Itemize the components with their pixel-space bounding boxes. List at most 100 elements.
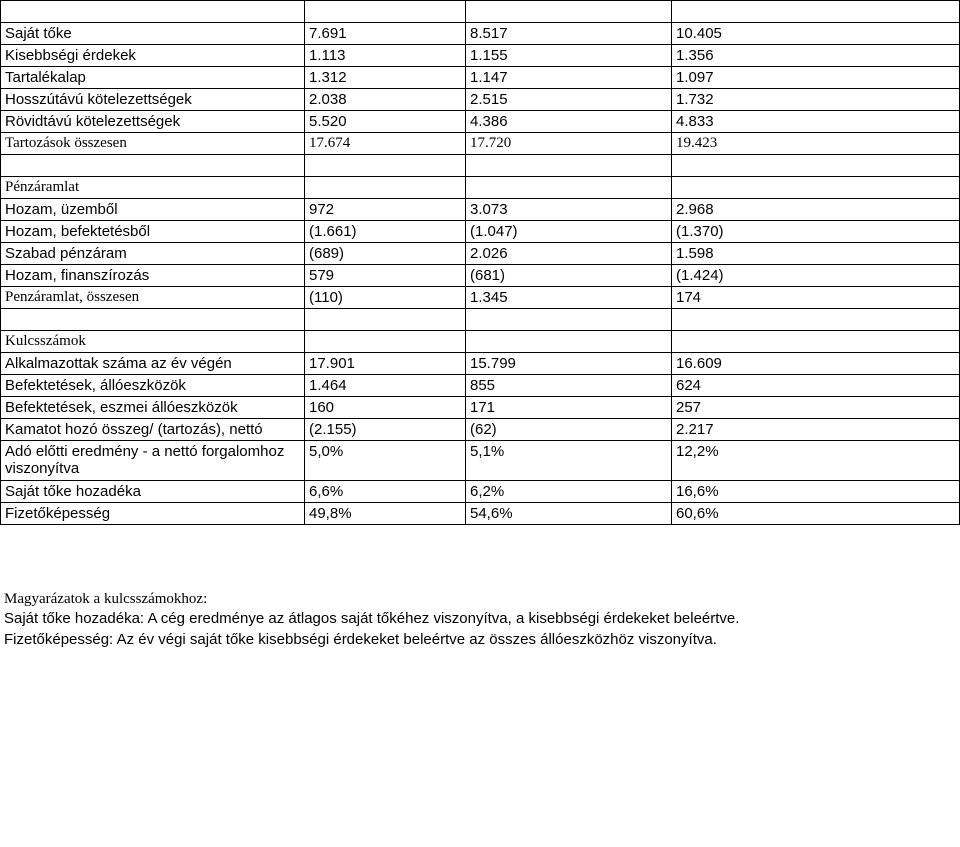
row-value: 8.517 <box>466 23 672 45</box>
table-row: Kamatot hozó összeg/ (tartozás), nettó (… <box>1 419 960 441</box>
row-value: 2.968 <box>672 199 960 221</box>
row-value: 855 <box>466 375 672 397</box>
table-row <box>1 309 960 331</box>
row-value: 4.386 <box>466 111 672 133</box>
table-row: Kulcsszámok <box>1 331 960 353</box>
row-value: 2.026 <box>466 243 672 265</box>
row-value: 1.097 <box>672 67 960 89</box>
row-value: 15.799 <box>466 353 672 375</box>
table-row: Pénzáramlat <box>1 177 960 199</box>
row-value: 257 <box>672 397 960 419</box>
row-value: (1.370) <box>672 221 960 243</box>
row-value: 5,1% <box>466 441 672 481</box>
row-value: 6,2% <box>466 481 672 503</box>
row-value: 60,6% <box>672 503 960 525</box>
table-row: Hozam, befektetésből (1.661) (1.047) (1.… <box>1 221 960 243</box>
row-label: Hozam, befektetésből <box>1 221 305 243</box>
row-value: 2.515 <box>466 89 672 111</box>
row-value: 160 <box>305 397 466 419</box>
table-row: Fizetőképesség 49,8% 54,6% 60,6% <box>1 503 960 525</box>
row-value: 16,6% <box>672 481 960 503</box>
table-row: Alkalmazottak száma az év végén 17.901 1… <box>1 353 960 375</box>
table-row: Adó előtti eredmény - a nettó forgalomho… <box>1 441 960 481</box>
row-value: 1.155 <box>466 45 672 67</box>
table-row: Befektetések, eszmei állóeszközök 160 17… <box>1 397 960 419</box>
row-value: 4.833 <box>672 111 960 133</box>
row-label: Saját tőke hozadéka <box>1 481 305 503</box>
section-header: Kulcsszámok <box>1 331 305 353</box>
table-row: Hosszútávú kötelezettségek 2.038 2.515 1… <box>1 89 960 111</box>
table-row: Kisebbségi érdekek 1.113 1.155 1.356 <box>1 45 960 67</box>
row-value: 16.609 <box>672 353 960 375</box>
row-value: 17.674 <box>305 133 466 155</box>
row-label: Rövidtávú kötelezettségek <box>1 111 305 133</box>
table-row: Szabad pénzáram (689) 2.026 1.598 <box>1 243 960 265</box>
row-label: Hozam, finanszírozás <box>1 265 305 287</box>
table-row: Hozam, üzemből 972 3.073 2.968 <box>1 199 960 221</box>
row-value: 1.113 <box>305 45 466 67</box>
row-label: Hozam, üzemből <box>1 199 305 221</box>
row-label: Tartalékalap <box>1 67 305 89</box>
footer-notes: Magyarázatok a kulcsszámokhoz: Saját tők… <box>0 525 960 658</box>
row-value: (689) <box>305 243 466 265</box>
footer-line: Saját tőke hozadéka: A cég eredménye az … <box>4 609 956 629</box>
row-label: Tartozások összesen <box>1 133 305 155</box>
row-value: 5,0% <box>305 441 466 481</box>
row-value: 1.464 <box>305 375 466 397</box>
section-header: Pénzáramlat <box>1 177 305 199</box>
row-value: 6,6% <box>305 481 466 503</box>
row-value: 7.691 <box>305 23 466 45</box>
row-value: 972 <box>305 199 466 221</box>
row-value: 12,2% <box>672 441 960 481</box>
row-value: 174 <box>672 287 960 309</box>
table-row: Befektetések, állóeszközök 1.464 855 624 <box>1 375 960 397</box>
row-value: 10.405 <box>672 23 960 45</box>
row-label: Hosszútávú kötelezettségek <box>1 89 305 111</box>
row-value: 624 <box>672 375 960 397</box>
row-value: (681) <box>466 265 672 287</box>
row-value: 1.732 <box>672 89 960 111</box>
row-value: (1.661) <box>305 221 466 243</box>
row-label: Szabad pénzáram <box>1 243 305 265</box>
row-label: Fizetőképesség <box>1 503 305 525</box>
row-value: (110) <box>305 287 466 309</box>
row-value: 579 <box>305 265 466 287</box>
row-value: 171 <box>466 397 672 419</box>
table-row: Tartalékalap 1.312 1.147 1.097 <box>1 67 960 89</box>
row-value: 17.901 <box>305 353 466 375</box>
table-row: Saját tőke 7.691 8.517 10.405 <box>1 23 960 45</box>
row-value: 1.598 <box>672 243 960 265</box>
footer-title: Magyarázatok a kulcsszámokhoz: <box>4 589 956 609</box>
row-value: 1.147 <box>466 67 672 89</box>
table-row: Penzáramlat, összesen (110) 1.345 174 <box>1 287 960 309</box>
table-row <box>1 1 960 23</box>
table-row: Hozam, finanszírozás 579 (681) (1.424) <box>1 265 960 287</box>
footer-line: Fizetőképesség: Az év végi saját tőke ki… <box>4 630 956 650</box>
row-label: Alkalmazottak száma az év végén <box>1 353 305 375</box>
row-value: 1.345 <box>466 287 672 309</box>
financial-table: Saját tőke 7.691 8.517 10.405 Kisebbségi… <box>0 0 960 525</box>
row-label: Saját tőke <box>1 23 305 45</box>
row-value: (62) <box>466 419 672 441</box>
row-value: 54,6% <box>466 503 672 525</box>
table-row: Rövidtávú kötelezettségek 5.520 4.386 4.… <box>1 111 960 133</box>
table-row: Saját tőke hozadéka 6,6% 6,2% 16,6% <box>1 481 960 503</box>
table-row <box>1 155 960 177</box>
table-row: Tartozások összesen 17.674 17.720 19.423 <box>1 133 960 155</box>
row-label: Penzáramlat, összesen <box>1 287 305 309</box>
row-label: Adó előtti eredmény - a nettó forgalomho… <box>1 441 305 481</box>
row-value: (2.155) <box>305 419 466 441</box>
row-value: (1.424) <box>672 265 960 287</box>
row-value: 2.217 <box>672 419 960 441</box>
row-label: Befektetések, állóeszközök <box>1 375 305 397</box>
row-value: 49,8% <box>305 503 466 525</box>
row-value: 19.423 <box>672 133 960 155</box>
row-value: (1.047) <box>466 221 672 243</box>
row-value: 3.073 <box>466 199 672 221</box>
row-value: 17.720 <box>466 133 672 155</box>
row-label: Befektetések, eszmei állóeszközök <box>1 397 305 419</box>
row-label: Kisebbségi érdekek <box>1 45 305 67</box>
row-value: 1.312 <box>305 67 466 89</box>
row-label: Kamatot hozó összeg/ (tartozás), nettó <box>1 419 305 441</box>
row-value: 1.356 <box>672 45 960 67</box>
